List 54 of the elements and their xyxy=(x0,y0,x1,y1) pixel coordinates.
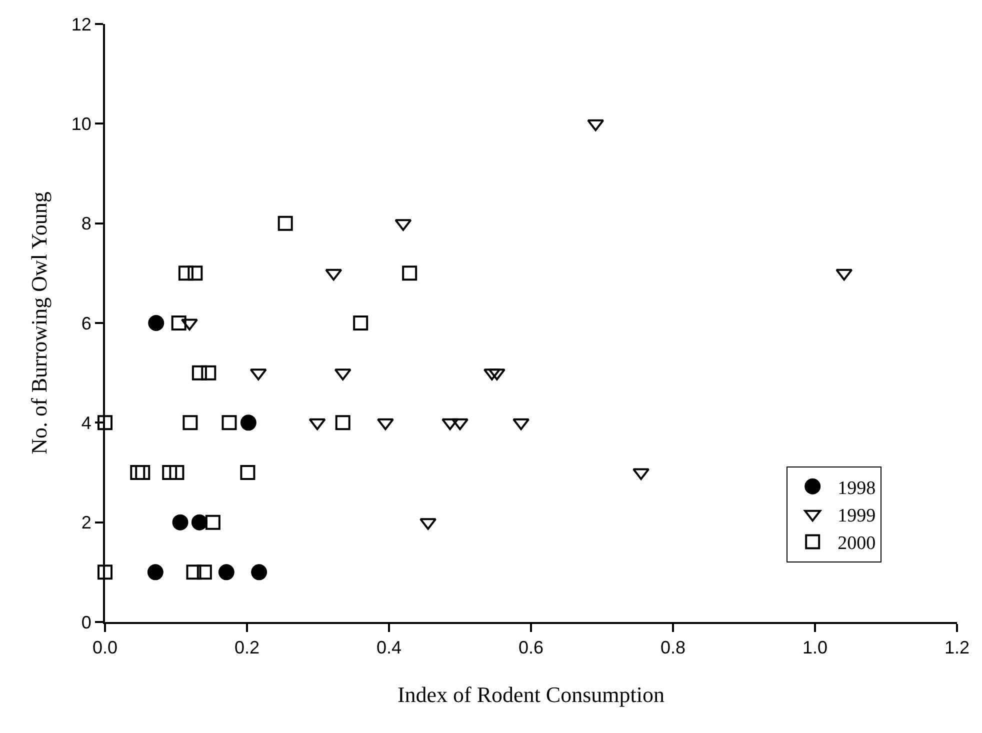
y-tick-label: 2 xyxy=(81,512,92,533)
point xyxy=(587,119,604,132)
legend-label: 1999 xyxy=(838,505,876,526)
x-tick-label: 0.2 xyxy=(234,638,260,658)
point xyxy=(171,316,186,330)
point xyxy=(240,414,256,431)
point xyxy=(442,418,459,430)
point xyxy=(178,266,194,281)
point xyxy=(376,418,394,430)
point xyxy=(353,316,368,330)
point xyxy=(191,514,208,530)
point xyxy=(335,415,350,430)
point xyxy=(205,514,220,530)
y-axis-title: No. of Burrowing Owl Young xyxy=(26,192,52,454)
y-tick-label: 12 xyxy=(71,14,92,34)
point xyxy=(169,465,184,480)
x-tick-label: 0.8 xyxy=(660,638,686,658)
point xyxy=(186,564,202,580)
point xyxy=(278,216,293,231)
x-tick-label: 0.6 xyxy=(518,638,544,658)
point xyxy=(251,564,268,580)
x-tick-label: 1.0 xyxy=(802,638,828,658)
y-tick-label: 4 xyxy=(81,412,92,433)
x-tick-label: 0.4 xyxy=(376,638,402,658)
point xyxy=(196,564,212,580)
point xyxy=(512,418,530,430)
y-tick-label: 0 xyxy=(81,612,92,632)
point xyxy=(836,268,853,281)
point xyxy=(308,418,326,430)
legend-label: 2000 xyxy=(838,533,876,554)
point xyxy=(148,315,164,331)
x-axis-title: Index of Rodent Consumption xyxy=(397,682,665,707)
x-tick-label: 0.0 xyxy=(92,638,118,658)
point xyxy=(325,268,342,281)
point xyxy=(188,266,203,281)
legend-label: 1998 xyxy=(838,478,876,499)
y-tick-label: 10 xyxy=(71,114,92,134)
point xyxy=(98,564,112,580)
y-tick-label: 6 xyxy=(81,313,92,334)
x-tick-label: 1.2 xyxy=(944,638,970,658)
point xyxy=(172,514,188,530)
point xyxy=(147,564,164,580)
point xyxy=(162,465,178,480)
point xyxy=(182,415,198,430)
point xyxy=(402,266,418,281)
point xyxy=(222,415,237,430)
point xyxy=(201,365,216,380)
point xyxy=(130,465,146,480)
point xyxy=(135,465,150,480)
y-tick-label: 8 xyxy=(81,214,92,234)
point xyxy=(192,365,207,380)
point xyxy=(240,465,256,480)
point xyxy=(218,564,234,580)
point xyxy=(98,415,112,430)
